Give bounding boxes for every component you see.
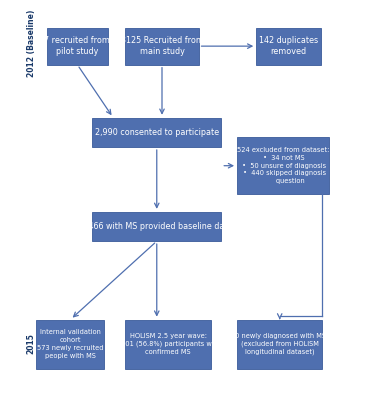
Text: 2,466 with MS provided baseline data: 2,466 with MS provided baseline data (81, 222, 232, 231)
FancyBboxPatch shape (237, 320, 322, 368)
Text: HOLISM 2.5 year wave:
1,401 (56.8%) participants with
confirmed MS: HOLISM 2.5 year wave: 1,401 (56.8%) part… (116, 333, 221, 355)
FancyBboxPatch shape (47, 28, 108, 65)
FancyBboxPatch shape (92, 212, 221, 241)
Text: 2015: 2015 (27, 333, 36, 354)
Text: 2,990 consented to participate: 2,990 consented to participate (95, 128, 219, 137)
FancyBboxPatch shape (125, 28, 199, 65)
FancyBboxPatch shape (237, 137, 329, 194)
Text: 2012 (Baseline): 2012 (Baseline) (27, 10, 36, 77)
Text: Internal validation
cohort
573 newly recruited
people with MS: Internal validation cohort 573 newly rec… (37, 330, 104, 359)
FancyBboxPatch shape (36, 320, 105, 368)
Text: 30 newly diagnosed with MS,
(excluded from HOLISM
longitudinal dataset): 30 newly diagnosed with MS, (excluded fr… (231, 333, 328, 355)
Text: 142 duplicates
removed: 142 duplicates removed (259, 36, 318, 56)
Text: 524 excluded from dataset:
 •  34 not MS
 •  50 unsure of diagnosis
 •  440 skip: 524 excluded from dataset: • 34 not MS •… (237, 147, 329, 184)
Text: 7 recruited from
pilot study: 7 recruited from pilot study (45, 36, 110, 56)
FancyBboxPatch shape (92, 118, 221, 147)
FancyBboxPatch shape (256, 28, 321, 65)
FancyBboxPatch shape (125, 320, 211, 368)
Text: 3125 Recruited from
main study: 3125 Recruited from main study (121, 36, 203, 56)
